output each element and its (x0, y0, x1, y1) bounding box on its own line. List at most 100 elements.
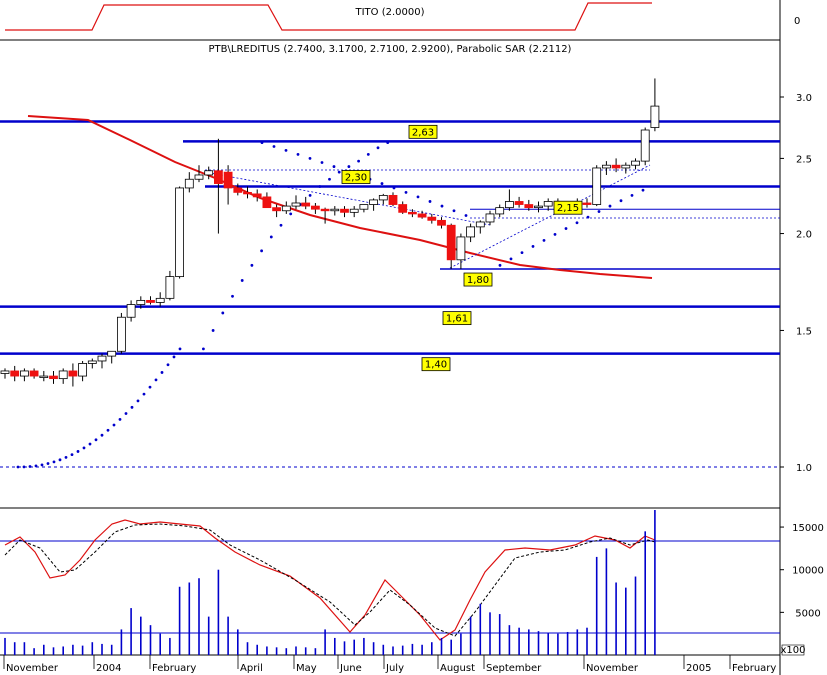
candle-body (514, 201, 524, 205)
sar-dot (211, 329, 215, 332)
sar-dot (296, 152, 300, 156)
price-level-label: 2,63 (408, 124, 438, 139)
sar-dot (221, 311, 225, 315)
oscillator-lines (0, 519, 780, 641)
sar-dot (520, 251, 524, 255)
candle-body (466, 226, 476, 238)
candle-body (640, 129, 650, 162)
time-label: August (440, 663, 475, 674)
sar-dot (106, 428, 110, 432)
sar-dot (332, 165, 336, 168)
time-label: November (6, 663, 59, 674)
sar-dot (553, 232, 557, 236)
sar-dot (347, 165, 351, 168)
candle-body (650, 105, 660, 128)
time-label: February (732, 663, 776, 674)
price-tick-label: 2.5 (796, 154, 812, 165)
candle-body (378, 194, 388, 201)
tito-title: TITO (2.0000) (354, 7, 424, 18)
candle-body (184, 178, 194, 189)
candle-body (349, 208, 359, 213)
volume-unit-box (781, 644, 805, 656)
sar-dot (28, 465, 32, 468)
sar-dot (40, 463, 44, 467)
volume-tick-label: 10000 (792, 566, 824, 577)
price-level-labels: 2,63 2,30 2,15 1,80 1,61 1,40 (341, 124, 583, 372)
candle-body (0, 370, 10, 374)
time-label: September (486, 663, 542, 674)
candle-body (407, 211, 417, 215)
sar-dot (279, 223, 283, 227)
sar-dot (641, 188, 645, 192)
sar-dot (142, 392, 146, 396)
candle-body (388, 194, 398, 205)
sar-dot (100, 433, 104, 437)
candle-body (107, 350, 117, 357)
candle-body (49, 375, 58, 380)
candle-body (194, 174, 204, 180)
tito-indicator-panel: TITO (2.0000) 0 (5, 2, 800, 31)
sar-dot (272, 145, 276, 148)
candle-body (524, 204, 534, 209)
sar-dot (630, 193, 634, 197)
sar-dot (464, 214, 468, 217)
price-level-label: 2,30 (341, 170, 371, 184)
candle-body (330, 208, 340, 212)
candle-body (165, 276, 175, 299)
time-label: 2005 (686, 663, 711, 674)
candle-body (437, 219, 446, 226)
candle-body (126, 304, 136, 318)
sar-dot (452, 209, 456, 213)
sar-dot (392, 186, 396, 190)
sar-dot (76, 450, 80, 453)
price-tick-label: 1.5 (796, 326, 812, 337)
sar-dot (46, 462, 50, 465)
price-axis: 3.0 2.5 2.0 1.5 1.0 (780, 93, 812, 474)
price-label-box (463, 272, 493, 287)
candle-body (146, 299, 155, 303)
candle-body (340, 208, 349, 213)
sar-dot (386, 141, 390, 145)
sar-dot (240, 279, 244, 282)
candle-body (534, 205, 543, 209)
candle-body (485, 213, 495, 223)
sar-dot (94, 438, 98, 442)
trend-down (204, 171, 491, 226)
parabolic-sar-dots (16, 141, 645, 469)
candle-body (602, 164, 611, 169)
price-label-box (442, 311, 472, 326)
sar-dot (284, 149, 288, 152)
candle-body (19, 370, 29, 377)
candle-body (243, 191, 252, 195)
sar-dot (124, 412, 128, 415)
panel-frames (0, 0, 781, 675)
candle-body (68, 370, 78, 377)
sar-dot (172, 355, 176, 359)
candle-body (310, 205, 320, 210)
price-label-box (408, 124, 438, 139)
time-label: July (385, 663, 404, 674)
candle-body (10, 370, 20, 377)
candle-body (495, 207, 505, 215)
sar-dot (575, 221, 579, 225)
candle-body (427, 216, 437, 221)
sar-dot (160, 371, 164, 374)
moving-average-line (27, 115, 653, 279)
price-tick-label: 3.0 (796, 93, 812, 104)
candle-body (233, 187, 243, 193)
sar-dot (58, 458, 62, 462)
sar-dot (231, 294, 234, 298)
candle-body (87, 360, 97, 364)
price-label-box (553, 200, 583, 215)
candle-body (213, 170, 223, 184)
sar-dot (404, 190, 408, 194)
price-label-box (421, 357, 451, 372)
candle-body (291, 202, 301, 207)
candle-body (543, 201, 553, 207)
price-tick-label: 1.0 (796, 463, 812, 474)
candle-body (252, 193, 262, 198)
volume-tick-label: 15000 (792, 523, 824, 534)
candle-body (39, 375, 49, 378)
candle-body (621, 164, 631, 169)
sar-dot (416, 195, 420, 199)
